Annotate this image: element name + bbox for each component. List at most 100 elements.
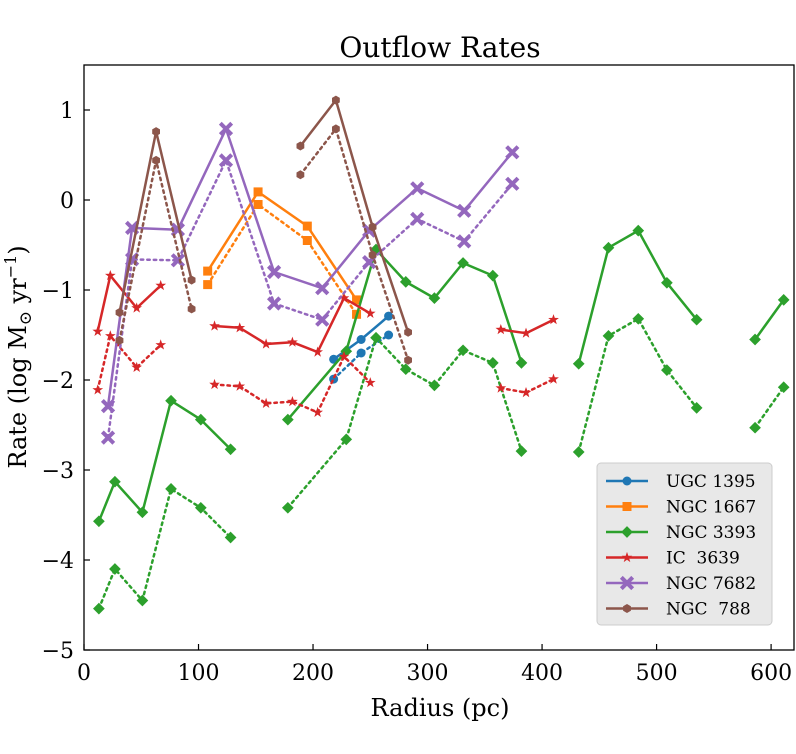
series-ic-3639-point-2-0: [495, 324, 507, 335]
series-ngc-3393-point-1-0: [281, 413, 294, 426]
series-ngc-7682-line-0: [106, 127, 514, 407]
series-ngc-3393-point-3-0: [749, 333, 761, 346]
series-ic-3639-dotted-point-0-2: [131, 361, 142, 372]
y-axis-label: Rate (log M⊙ yr−1): [1, 245, 36, 468]
legend-marker-ugc-1395: [622, 476, 632, 486]
legend-marker-ngc-7682: [619, 575, 635, 591]
series-ngc-788-point-0-0: [115, 308, 124, 317]
series-ngc-3393-dotted-point-0-4: [194, 501, 207, 514]
series-ic-3639-dotted-point-1-0: [209, 378, 220, 390]
series-ic-3639-point-0-2: [131, 302, 142, 313]
series-ngc-3393-point-0-0: [93, 515, 105, 528]
series-ngc-3393-point-2-1: [602, 241, 615, 254]
series-ngc-7682-point-0-9: [505, 145, 520, 160]
series-ugc-1395-point-0-2: [384, 311, 394, 321]
y-tick-label-5: 0: [60, 189, 74, 214]
series-ic-3639-point-1-5: [338, 292, 350, 303]
series-ngc-7682-dotted-point-0-3: [218, 153, 234, 168]
x-tick-label-5: 500: [636, 661, 678, 686]
series-ngc-788-dotted-point-1-3: [404, 355, 412, 365]
x-tick-label-4: 400: [521, 661, 563, 686]
series-ngc-3393-line-0: [97, 399, 232, 522]
x-tick-label-1: 100: [178, 661, 220, 686]
series-ngc-3393-dotted-point-0-5: [224, 531, 237, 544]
series-layer: [92, 95, 790, 615]
series-ngc-3393-dotted-point-2-0: [572, 446, 585, 458]
series-ngc-3393-point-0-5: [224, 443, 237, 456]
y-tick-label-4: −1: [42, 279, 74, 304]
legend-label-ngc-1667: NGC 1667: [666, 498, 756, 518]
series-ngc-3393-point-1-7: [515, 357, 528, 369]
series-ngc-3393-line-1: [286, 248, 523, 421]
legend-marker-ngc-3393: [621, 526, 633, 538]
series-ngc-7682-dotted-point-0-0: [100, 430, 116, 445]
axis-ticks: 0 100 200 300 400 500 600 −5 −4 −3 −2 −1 0 1: [42, 99, 793, 686]
series-ngc-7682-dotted-point-0-6: [362, 254, 377, 270]
series-ngc-3393-dotted-point-0-2: [136, 594, 149, 607]
series-ngc-3393-point-0-1: [109, 475, 121, 488]
series-ngc-788-dotted-line-1: [299, 126, 410, 362]
series-ic-3639-point-0-0: [92, 325, 104, 336]
series-ngc-788-dotted-point-1-1: [332, 124, 340, 134]
series-ngc-3393-dotted-point-0-1: [109, 563, 121, 575]
x-tick-label-2: 200: [292, 661, 334, 686]
series-ic-3639-dotted-point-0-3: [155, 339, 167, 350]
series-ngc-788-point-1-3: [404, 327, 412, 337]
series-ngc-3393-dotted-point-1-7: [515, 445, 528, 457]
series-ic-3639-dotted-line-0: [96, 333, 162, 392]
x-tick-label-6: 600: [750, 661, 792, 686]
series-ic-3639-dotted-point-1-2: [260, 397, 272, 408]
series-ic-3639-point-0-1: [105, 270, 116, 281]
series-ngc-3393-point-2-4: [690, 313, 703, 326]
series-ic-3639-point-2-2: [548, 314, 559, 325]
y-axis-label-exponent: −1: [1, 255, 20, 279]
series-ic-3639-dotted-point-1-4: [312, 406, 323, 417]
legend-label-ngc-7682: NGC 7682: [666, 574, 756, 594]
series-ic-3639-dotted-point-2-2: [548, 373, 559, 384]
series-ngc-3393-point-1-4: [428, 292, 441, 304]
series-ngc-3393-point-1-6: [486, 269, 499, 282]
series-ngc-3393-dotted-point-1-1: [340, 433, 353, 446]
series-ic-3639-point-1-3: [287, 336, 298, 347]
series-ugc-1395-dotted-point-0-2: [384, 330, 394, 340]
series-ngc-3393-dotted-point-2-2: [632, 312, 645, 325]
y-tick-label-3: −2: [42, 369, 74, 394]
series-ic-3639-point-1-1: [234, 322, 246, 333]
series-ngc-1667-dotted-point-0-1: [253, 200, 263, 209]
series-ic-3639-point-0-3: [155, 279, 167, 291]
plot-area: [92, 95, 790, 615]
series-ngc-788-dotted-point-0-2: [187, 304, 196, 314]
series-ngc-7682-point-0-5: [315, 281, 330, 296]
series-ngc-7682-point-0-0: [100, 398, 116, 414]
legend-label-ic-3639: IC 3639: [666, 549, 740, 569]
series-ngc-3393-dotted-line-3: [753, 385, 785, 429]
series-ic-3639-dotted-point-2-0: [495, 382, 507, 393]
series-ngc-1667-point-0-2: [302, 221, 312, 231]
series-ngc-788-dotted-point-0-1: [152, 155, 160, 165]
series-ngc-3393-dotted-point-3-1: [777, 381, 790, 394]
series-ngc-1667-dotted-point-0-2: [302, 236, 312, 245]
series-ngc-788-point-1-1: [332, 95, 340, 105]
series-ic-3639-dotted-point-1-6: [364, 377, 376, 388]
series-ic-3639-point-1-6: [364, 307, 376, 318]
series-ngc-1667-dotted-line-0: [206, 202, 358, 316]
series-ngc-7682-point-0-3: [218, 121, 234, 137]
plot-frame: [83, 64, 795, 651]
series-ngc-7682-dotted-point-0-5: [315, 312, 330, 327]
series-ngc-3393-dotted-line-0: [97, 486, 232, 610]
y-tick-label-0: −5: [42, 639, 74, 664]
series-ngc-3393-point-2-2: [632, 224, 645, 237]
series-ic-3639-point-1-4: [312, 346, 323, 357]
series-ngc-788-dotted-point-1-2: [368, 250, 377, 260]
series-ngc-3393-dotted-point-2-1: [602, 330, 615, 342]
series-ngc-3393-dotted-line-2: [577, 317, 698, 454]
series-ic-3639-dotted-point-0-1: [105, 330, 116, 341]
series-ngc-3393-dotted-point-1-3: [399, 363, 412, 376]
series-ngc-3393-point-0-2: [136, 506, 149, 519]
series-ugc-1395-dotted-point-0-1: [356, 348, 366, 358]
series-ngc-3393-dotted-line-1: [286, 335, 523, 510]
series-ngc-7682-dotted-line-0: [106, 157, 514, 439]
series-ngc-1667-point-0-0: [203, 266, 213, 276]
series-ugc-1395-point-0-1: [356, 335, 366, 344]
series-ngc-3393-dotted-point-1-0: [281, 501, 294, 514]
